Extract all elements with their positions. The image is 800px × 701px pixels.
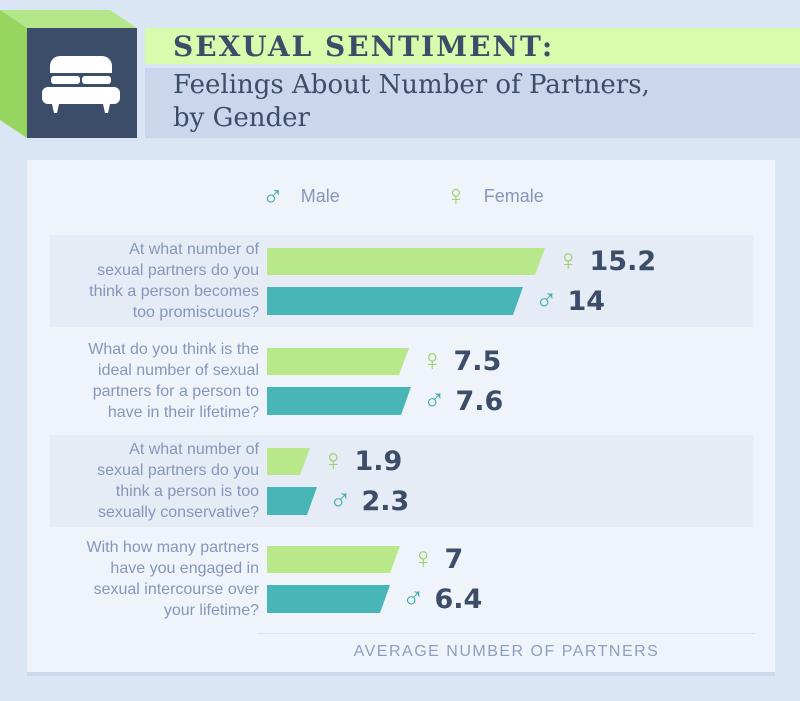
- cube-top-face: [0, 10, 137, 28]
- legend-female: ♀ Female: [445, 182, 544, 211]
- female-value: 1.9: [354, 446, 403, 477]
- subtitle-banner: Feelings About Number of Partners, by Ge…: [145, 68, 800, 138]
- legend-male: ♂ Male: [262, 182, 340, 211]
- male-icon: ♂: [262, 180, 284, 212]
- bed-glyph: [42, 56, 120, 113]
- male-value: 14: [567, 285, 606, 317]
- male-value: 6.4: [434, 583, 483, 615]
- male-value: 7.6: [455, 385, 504, 417]
- question-row-2: What do you think is the ideal number of…: [27, 335, 775, 435]
- page-title: SEXUAL SENTIMENT:: [173, 29, 555, 63]
- male-bar-line: ♂ 6.4: [267, 581, 483, 615]
- male-value: 2.3: [361, 485, 410, 517]
- question-3-text: At what number of sexual partners do you…: [97, 441, 259, 521]
- female-icon: ♀: [421, 343, 444, 377]
- female-icon: ♀: [322, 443, 345, 477]
- male-bar: [267, 585, 390, 613]
- cube-front-face: [27, 28, 137, 138]
- x-axis-label-area: AVERAGE NUMBER OF PARTNERS: [258, 633, 755, 661]
- bed-icon: [0, 10, 137, 138]
- question-4: With how many partners have you engaged …: [67, 533, 259, 625]
- bars-3: ♀ 1.9 ♂ 2.3: [267, 443, 410, 517]
- male-bar-line: ♂ 14: [267, 283, 656, 317]
- title-banner: SEXUAL SENTIMENT:: [145, 28, 800, 64]
- question-row-3: At what number of sexual partners do you…: [27, 435, 775, 533]
- question-4-text: With how many partners have you engaged …: [86, 539, 259, 619]
- male-bar-line: ♂ 2.3: [267, 483, 410, 517]
- female-icon: ♀: [412, 541, 435, 575]
- female-bar-line: ♀ 1.9: [267, 443, 409, 477]
- male-icon: ♂: [535, 283, 558, 316]
- female-value: 15.2: [589, 246, 657, 277]
- female-value: 7: [444, 544, 464, 575]
- female-icon: ♀: [557, 243, 580, 277]
- bars-4: ♀ 7 ♂ 6.4: [267, 541, 483, 615]
- question-row-1: At what number of sexual partners do you…: [27, 235, 775, 335]
- male-bar: [267, 287, 523, 315]
- cube-left-face: [0, 10, 27, 138]
- female-bar: [267, 546, 400, 573]
- male-icon: ♂: [402, 581, 425, 614]
- question-3: At what number of sexual partners do you…: [67, 435, 259, 527]
- bars-1: ♀ 15.2 ♂ 14: [267, 243, 657, 317]
- legend-male-label: Male: [300, 186, 340, 206]
- question-2: What do you think is the ideal number of…: [67, 335, 259, 427]
- legend-female-label: Female: [483, 186, 544, 206]
- subtitle-line-2: by Gender: [173, 103, 310, 133]
- x-axis-label: AVERAGE NUMBER OF PARTNERS: [353, 643, 660, 660]
- female-bar-line: ♀ 15.2: [267, 243, 657, 277]
- female-bar-line: ♀ 7: [267, 541, 482, 575]
- subtitle-line-1: Feelings About Number of Partners,: [173, 70, 650, 100]
- bars-2: ♀ 7.5 ♂ 7.6: [267, 343, 504, 417]
- female-icon: ♀: [445, 180, 467, 212]
- page-subtitle: Feelings About Number of Partners, by Ge…: [173, 69, 800, 135]
- question-2-text: What do you think is the ideal number of…: [88, 341, 259, 421]
- female-bar-line: ♀ 7.5: [267, 343, 503, 377]
- male-bar: [267, 487, 317, 515]
- male-bar-line: ♂ 7.6: [267, 383, 504, 417]
- chart-panel: ♂ Male ♀ Female At what number of sexual…: [27, 160, 775, 672]
- female-bar: [267, 448, 310, 475]
- female-bar: [267, 348, 409, 375]
- male-bar: [267, 387, 411, 415]
- female-value: 7.5: [453, 346, 502, 377]
- female-bar: [267, 248, 545, 275]
- question-1: At what number of sexual partners do you…: [67, 235, 259, 327]
- question-row-4: With how many partners have you engaged …: [27, 533, 775, 633]
- male-icon: ♂: [423, 383, 446, 416]
- male-icon: ♂: [329, 483, 352, 516]
- question-1-text: At what number of sexual partners do you…: [89, 241, 259, 321]
